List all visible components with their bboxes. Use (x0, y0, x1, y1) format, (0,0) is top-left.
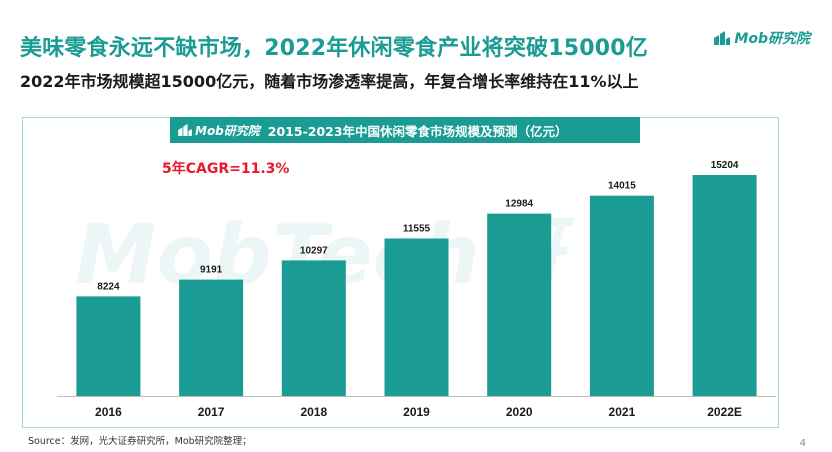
x-tick-label: 2020 (506, 405, 533, 419)
bar-2016 (76, 296, 141, 396)
bar-2022E (692, 175, 757, 396)
brand-name: Mob研究院 (734, 31, 810, 47)
chart-title: 2015-2023年中国休闲零食市场规模及预测（亿元） (267, 123, 568, 139)
data-label: 9191 (200, 265, 223, 276)
data-label: 14015 (608, 181, 636, 192)
data-label: 10297 (300, 245, 328, 256)
x-tick-label: 2016 (95, 405, 122, 419)
x-tick-label: 2022E (707, 405, 742, 419)
source-note: Source：发网，光大证券研究所，Mob研究院整理； (28, 436, 252, 447)
brand-logo: Mob研究院 (714, 28, 810, 48)
bar-2017 (179, 279, 244, 396)
data-label: 8224 (97, 281, 120, 292)
chart-brand: Mob研究院 (178, 122, 260, 139)
mob-logo-icon (714, 31, 731, 45)
x-tick-label: 2019 (403, 405, 430, 419)
x-tick-label: 2021 (609, 405, 636, 419)
chart-brand-name: Mob研究院 (195, 123, 260, 138)
page-subtitle: 2022年市场规模超15000亿元，随着市场渗透率提高，年复合增长率维持在11%… (20, 72, 639, 91)
bar-2020 (487, 213, 552, 396)
cagr-annotation: 5年CAGR=11.3% (162, 161, 290, 177)
x-tick-label: 2017 (198, 405, 225, 419)
data-label: 12984 (505, 199, 533, 210)
chart-header: Mob研究院 2015-2023年中国休闲零食市场规模及预测（亿元） (170, 117, 640, 143)
data-label: 15204 (711, 160, 739, 171)
bar-2019 (384, 238, 449, 396)
x-tick-label: 2018 (300, 405, 327, 419)
page-number: 4 (799, 438, 806, 449)
mob-logo-icon (178, 124, 192, 136)
data-label: 11555 (403, 224, 431, 235)
page-title: 美味零食永远不缺市场，2022年休闲零食产业将突破15000亿 (20, 36, 648, 61)
bar-2021 (589, 195, 654, 396)
bar-2018 (281, 260, 346, 396)
